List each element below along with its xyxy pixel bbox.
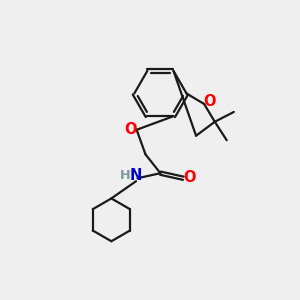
Text: O: O — [184, 170, 196, 185]
Text: N: N — [130, 168, 142, 183]
Text: H: H — [120, 169, 131, 182]
Text: O: O — [203, 94, 216, 110]
Text: O: O — [124, 122, 136, 137]
